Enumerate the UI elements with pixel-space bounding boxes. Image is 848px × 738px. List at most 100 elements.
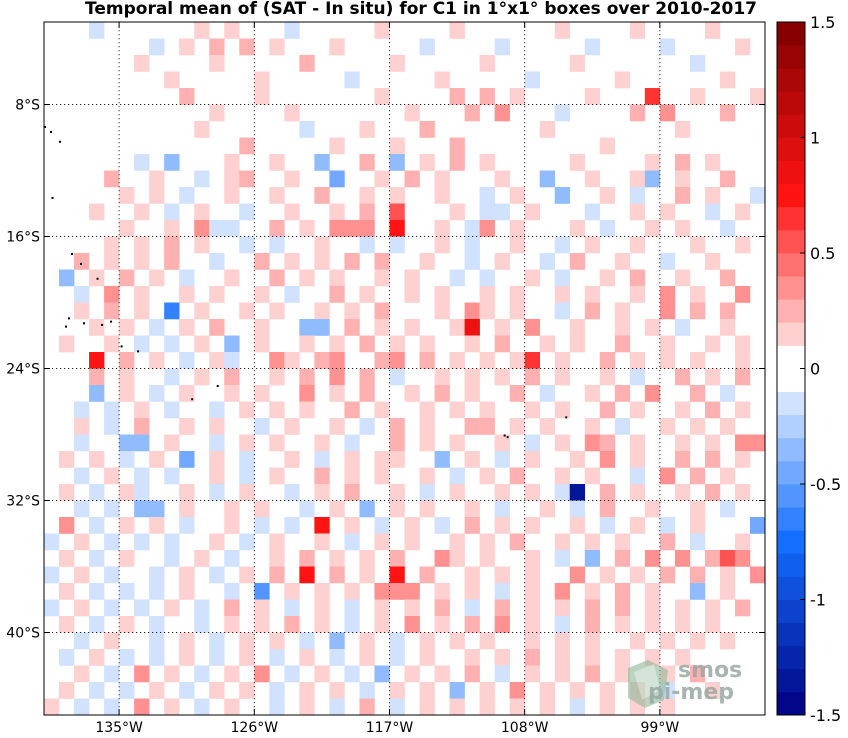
heatmap-cell xyxy=(329,682,345,699)
heatmap-cell xyxy=(584,665,601,683)
heatmap-cell xyxy=(464,599,480,617)
heatmap-cell xyxy=(644,220,661,237)
heatmap-cell xyxy=(59,682,75,699)
heatmap-cell xyxy=(734,401,751,419)
heatmap-cell xyxy=(479,682,495,699)
colorbar-tick-label: 0.5 xyxy=(810,244,835,263)
heatmap-cell xyxy=(554,616,571,633)
colorbar-swatch xyxy=(777,91,805,115)
heatmap-cell xyxy=(314,533,330,551)
heatmap-cell xyxy=(224,220,240,237)
heatmap-cell xyxy=(104,170,120,188)
heatmap-cell xyxy=(149,583,165,600)
heatmap-cell xyxy=(254,253,270,270)
heatmap-cell xyxy=(194,550,210,567)
heatmap-cell xyxy=(554,665,571,683)
heatmap-cell xyxy=(254,335,270,353)
heatmap-cell xyxy=(254,517,270,534)
heatmap-cell xyxy=(734,203,751,221)
heatmap-cell xyxy=(689,583,706,600)
heatmap-cell xyxy=(224,154,240,171)
heatmap-cell xyxy=(464,649,480,666)
heatmap-cell xyxy=(524,319,540,336)
heatmap-cell xyxy=(614,583,631,600)
colorbar-swatch xyxy=(777,622,805,647)
smos-pimep-logo: smos pi-mep xyxy=(628,658,742,708)
heatmap-cell xyxy=(299,550,315,567)
heatmap-cell xyxy=(134,500,150,518)
heatmap-cell xyxy=(539,121,556,138)
heatmap-cell xyxy=(404,104,420,122)
heatmap-cell xyxy=(419,418,435,435)
colorbar-swatch xyxy=(777,137,805,161)
heatmap-cell xyxy=(614,599,631,617)
heatmap-cell xyxy=(704,616,721,633)
map-plot-area xyxy=(43,21,766,716)
heatmap-cell xyxy=(239,170,255,188)
heatmap-cell xyxy=(479,302,495,320)
heatmap-cell xyxy=(179,682,195,699)
heatmap-cell xyxy=(164,236,180,254)
heatmap-cell xyxy=(464,517,480,534)
heatmap-cell xyxy=(404,665,420,683)
heatmap-cell xyxy=(494,566,510,584)
heatmap-cell xyxy=(329,335,345,353)
heatmap-cell xyxy=(749,187,766,204)
heatmap-cell xyxy=(689,533,706,551)
heatmap-cell xyxy=(329,286,345,303)
heatmap-cell xyxy=(644,154,661,171)
heatmap-cell xyxy=(569,253,586,270)
heatmap-cell xyxy=(284,665,300,683)
heatmap-cell xyxy=(119,220,135,237)
heatmap-cell xyxy=(674,187,691,204)
heatmap-cell xyxy=(254,286,270,303)
heatmap-cell xyxy=(419,253,435,270)
heatmap-cell xyxy=(194,599,210,617)
heatmap-cell xyxy=(674,550,691,567)
heatmap-cell xyxy=(119,484,135,501)
heatmap-cell xyxy=(479,533,495,551)
heatmap-cell xyxy=(299,220,315,237)
heatmap-cell xyxy=(584,236,601,254)
heatmap-cell xyxy=(554,583,571,600)
heatmap-cell xyxy=(89,550,105,567)
heatmap-cell xyxy=(659,517,676,534)
heatmap-cell xyxy=(119,550,135,567)
heatmap-cell xyxy=(89,368,105,386)
heatmap-cell xyxy=(299,632,315,650)
heatmap-cell xyxy=(644,500,661,518)
heatmap-cell xyxy=(389,451,405,468)
heatmap-cell xyxy=(104,302,120,320)
heatmap-cell xyxy=(119,187,135,204)
heatmap-cell xyxy=(134,286,150,303)
island-marker xyxy=(216,385,219,387)
heatmap-cell xyxy=(59,451,75,468)
heatmap-cell xyxy=(254,71,270,89)
colorbar-swatch xyxy=(777,553,805,577)
heatmap-cell xyxy=(239,566,255,584)
heatmap-cell xyxy=(584,599,601,617)
heatmap-cell xyxy=(359,368,375,386)
heatmap-cell xyxy=(614,418,631,435)
colorbar-swatch xyxy=(777,368,805,392)
heatmap-cell xyxy=(719,385,736,402)
heatmap-cell xyxy=(89,22,105,39)
heatmap-cell xyxy=(44,566,60,584)
heatmap-cell xyxy=(329,385,345,402)
heatmap-cell xyxy=(269,434,285,452)
heatmap-cell xyxy=(194,698,210,716)
heatmap-cell xyxy=(359,698,375,716)
heatmap-cell xyxy=(539,170,556,188)
heatmap-cell xyxy=(59,335,75,353)
heatmap-cell xyxy=(209,55,225,72)
heatmap-cell xyxy=(254,599,270,617)
heatmap-cell xyxy=(149,632,165,650)
heatmap-cell xyxy=(314,467,330,485)
heatmap-cell xyxy=(359,385,375,402)
heatmap-cell xyxy=(344,319,360,336)
colorbar-swatch xyxy=(777,22,805,46)
heatmap-cell xyxy=(149,352,165,369)
heatmap-cell xyxy=(329,632,345,650)
heatmap-cell xyxy=(389,55,405,72)
